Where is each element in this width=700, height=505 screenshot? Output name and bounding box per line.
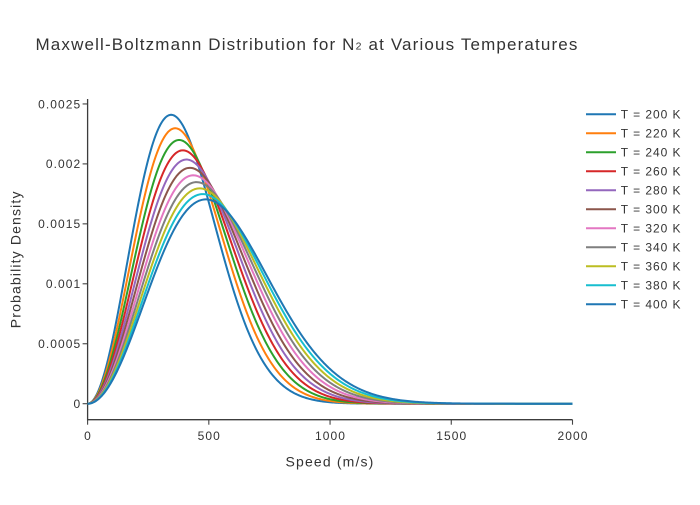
- svg-text:T = 300 K: T = 300 K: [621, 203, 682, 217]
- svg-text:Maxwell-Boltzmann Distribution: Maxwell-Boltzmann Distribution for N2 at…: [36, 35, 579, 54]
- svg-text:T = 280 K: T = 280 K: [621, 184, 682, 198]
- svg-text:0.0005: 0.0005: [38, 337, 81, 351]
- svg-text:500: 500: [198, 429, 221, 443]
- svg-text:2000: 2000: [557, 429, 588, 443]
- svg-text:0: 0: [84, 429, 92, 443]
- svg-text:T = 220 K: T = 220 K: [621, 127, 682, 141]
- svg-text:Speed (m/s): Speed (m/s): [286, 454, 375, 470]
- svg-text:0.0015: 0.0015: [38, 217, 81, 231]
- svg-text:T = 380 K: T = 380 K: [621, 279, 682, 293]
- svg-text:T = 260 K: T = 260 K: [621, 165, 682, 179]
- svg-text:T = 320 K: T = 320 K: [621, 222, 682, 236]
- svg-text:Probability Density: Probability Density: [8, 190, 24, 328]
- svg-text:0.002: 0.002: [46, 157, 81, 171]
- svg-text:T = 200 K: T = 200 K: [621, 108, 682, 122]
- svg-text:0.001: 0.001: [46, 277, 81, 291]
- svg-text:T = 360 K: T = 360 K: [621, 260, 682, 274]
- svg-text:T = 340 K: T = 340 K: [621, 241, 682, 255]
- svg-text:T = 240 K: T = 240 K: [621, 146, 682, 160]
- svg-text:1500: 1500: [436, 429, 467, 443]
- svg-text:0.0025: 0.0025: [38, 97, 81, 111]
- svg-text:T = 400 K: T = 400 K: [621, 298, 682, 312]
- svg-text:0: 0: [73, 397, 81, 411]
- svg-text:1000: 1000: [315, 429, 346, 443]
